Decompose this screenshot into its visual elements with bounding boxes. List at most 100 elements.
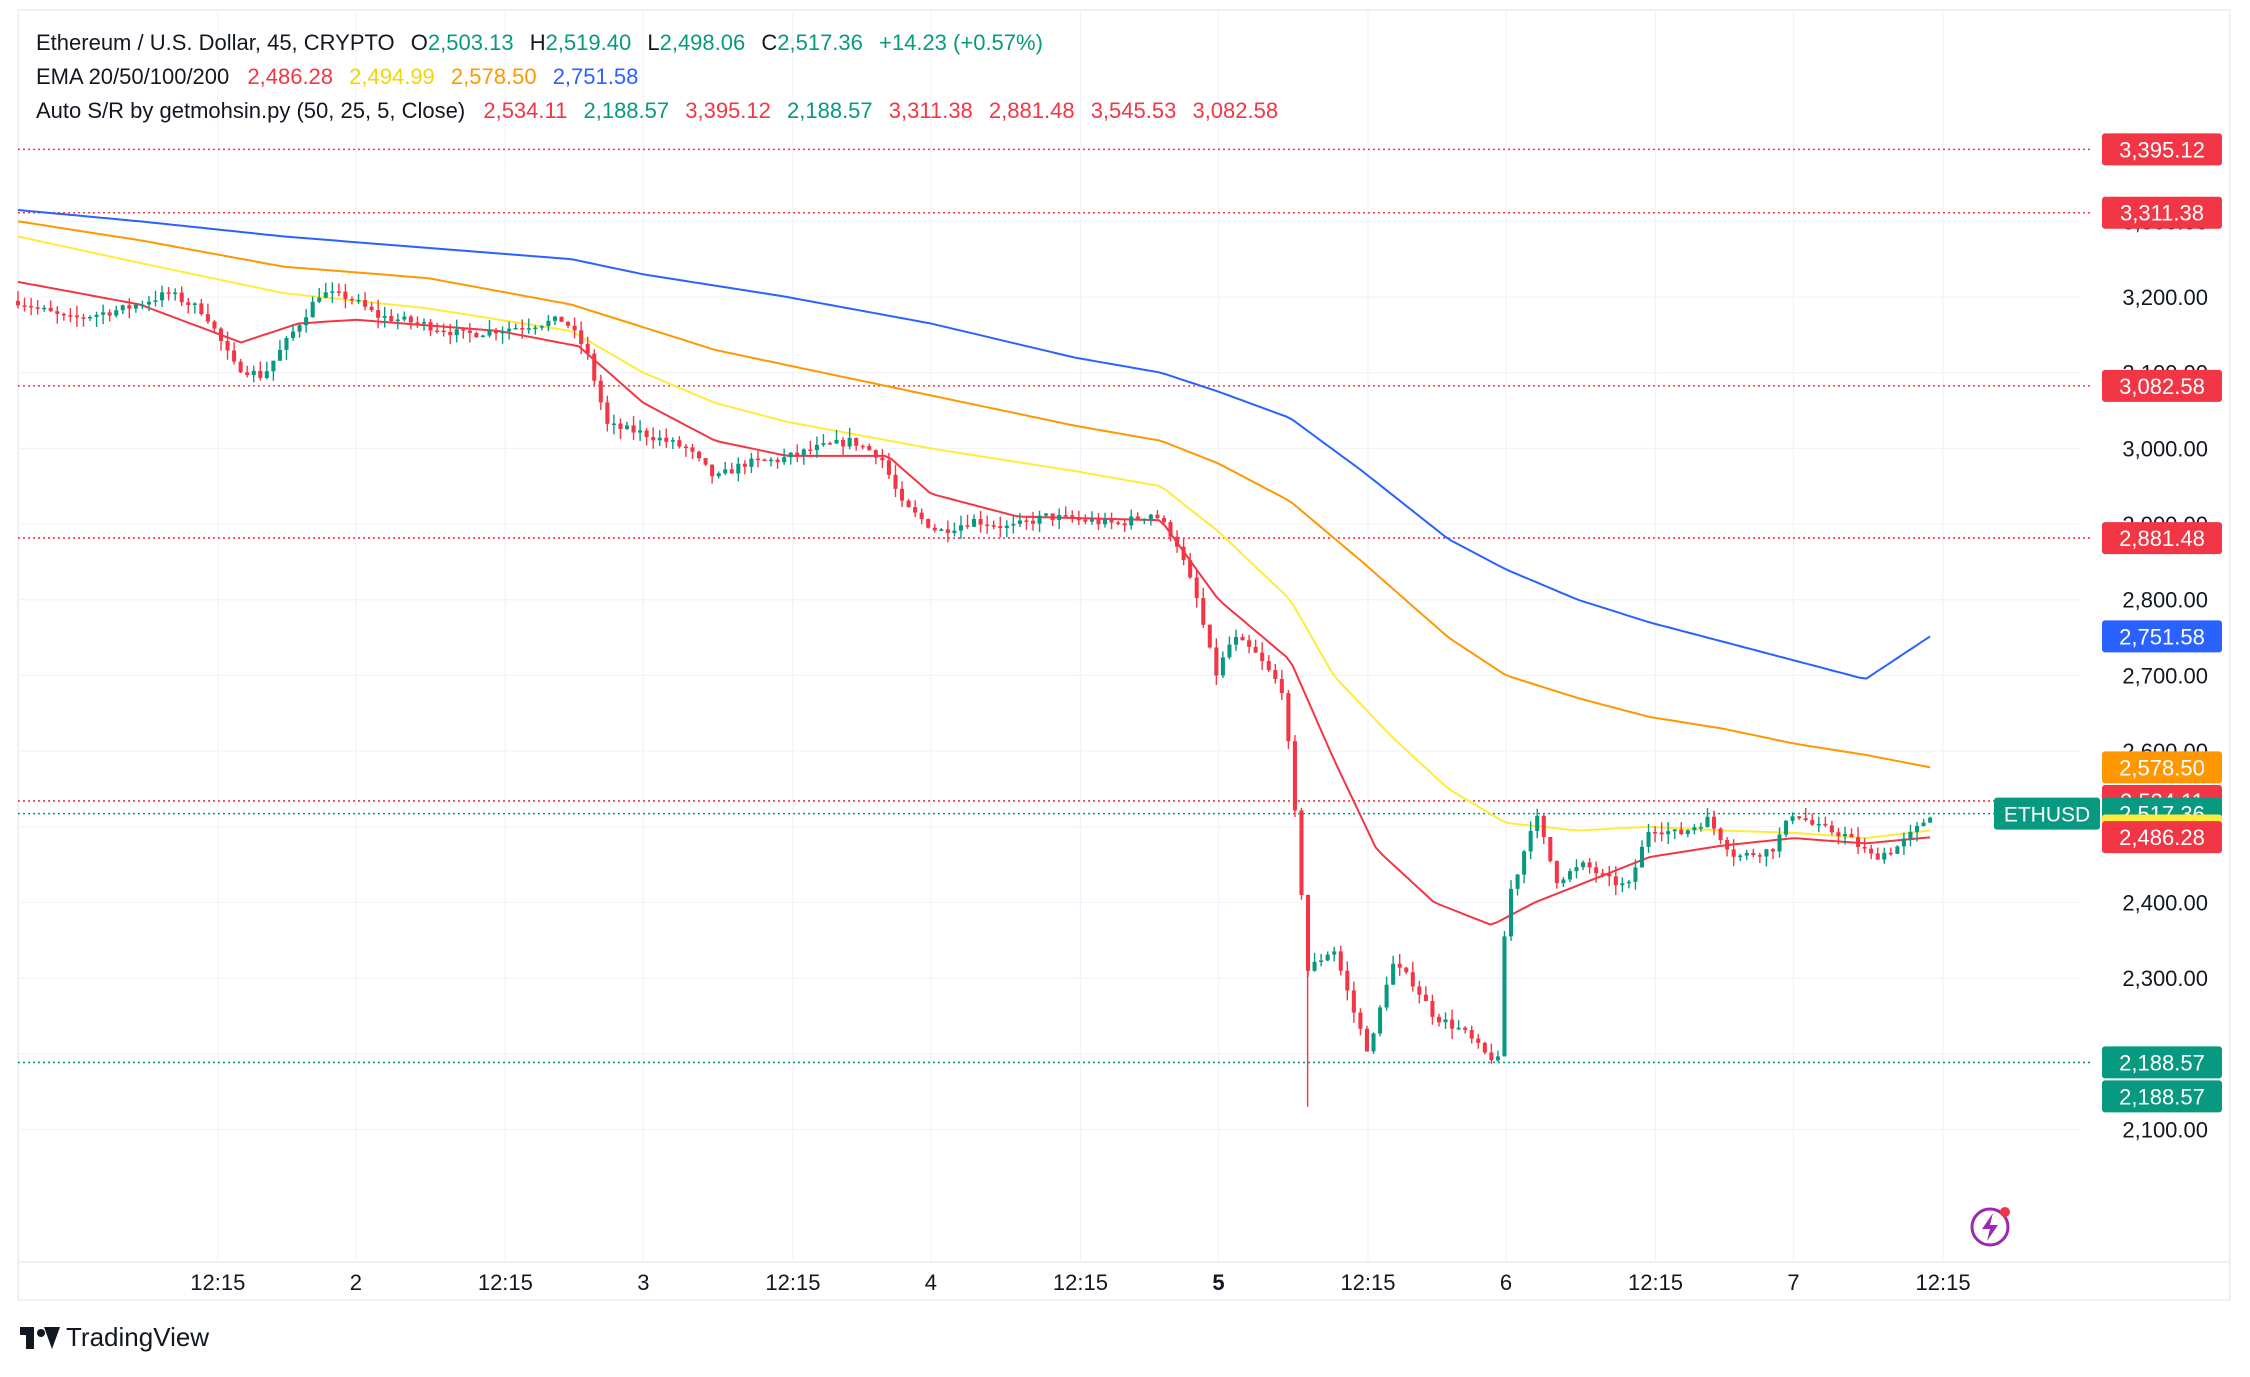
candle-body: [1705, 816, 1710, 827]
candle-body: [729, 469, 734, 474]
candle-body: [1469, 1029, 1474, 1039]
candle-body: [507, 328, 512, 332]
candle-body: [1856, 837, 1861, 847]
candle-body: [454, 329, 459, 336]
candle-body: [762, 459, 767, 462]
candle-body: [1397, 963, 1402, 968]
candle-body: [395, 319, 400, 322]
candle-body: [972, 518, 977, 527]
chart-frame: [17, 9, 2231, 1301]
price-tag: [2102, 751, 2222, 784]
x-tick-label: 12:15: [765, 1270, 820, 1295]
candle-body: [1273, 669, 1278, 679]
candle-body: [1895, 846, 1900, 854]
tradingview-logo-icon: [20, 1326, 60, 1349]
candle-body: [1594, 867, 1599, 874]
candle-body: [304, 317, 309, 326]
candle-body: [310, 301, 315, 318]
candle-body: [1810, 820, 1815, 825]
candle-body: [356, 299, 361, 302]
candle-body: [1404, 967, 1409, 973]
sr-value: 2,188.57: [583, 98, 670, 123]
candle-body: [1574, 867, 1579, 872]
candle-body: [526, 328, 531, 330]
candle-body: [788, 452, 793, 458]
candle-body: [978, 518, 983, 525]
price-tag: [2102, 821, 2222, 854]
candle-body: [1515, 874, 1520, 889]
candle-body: [1489, 1052, 1494, 1061]
price-tag: [2102, 369, 2222, 402]
price-tag-label: 2,578.50: [2119, 755, 2205, 780]
price-tag-label: 2,188.57: [2119, 1084, 2205, 1109]
candle-body: [1286, 693, 1291, 742]
candle-body: [1862, 846, 1867, 849]
candle-body: [212, 321, 217, 329]
candle-body: [1685, 830, 1690, 835]
candle-body: [945, 529, 950, 534]
candle-body: [1410, 972, 1415, 987]
candle-body: [1050, 513, 1055, 520]
candle-body: [592, 353, 597, 381]
candle-body: [1698, 826, 1703, 829]
candle-body: [546, 320, 551, 327]
candle-body: [1613, 876, 1618, 886]
candle-body: [1869, 848, 1874, 854]
price-tag: [2102, 620, 2222, 653]
candle-body: [1017, 520, 1022, 524]
candle-body: [173, 292, 178, 295]
candle-body: [1626, 881, 1631, 884]
candle-body: [926, 519, 931, 528]
candle-body: [415, 322, 420, 324]
candle-body: [480, 335, 485, 338]
candle-body: [1502, 936, 1507, 1057]
candle-body: [952, 530, 957, 534]
candle-body: [42, 307, 47, 310]
candle-body: [1633, 867, 1638, 882]
footer-brand[interactable]: TradingView: [20, 1322, 209, 1353]
x-tick-label: 12:15: [1053, 1270, 1108, 1295]
candle-body: [68, 315, 73, 317]
candle-body: [317, 297, 322, 302]
candle-body: [127, 305, 132, 309]
candle-body: [775, 459, 780, 463]
candle-body: [886, 460, 891, 475]
candle-body: [1757, 855, 1762, 857]
candle-body: [1220, 657, 1225, 676]
candle-body: [1777, 834, 1782, 852]
candle-body: [1116, 522, 1121, 524]
x-tick-label: 2: [350, 1270, 362, 1295]
candle-body: [15, 300, 21, 306]
candle-body: [1882, 852, 1887, 860]
candle-body: [1148, 514, 1153, 519]
candle-body: [343, 291, 348, 299]
candle-body: [782, 457, 787, 463]
candle-body: [644, 430, 649, 438]
candle-body: [1319, 960, 1324, 962]
candle-body: [1102, 518, 1108, 525]
candle-body: [893, 474, 898, 489]
candle-body: [408, 316, 413, 323]
candle-body: [467, 330, 472, 334]
x-tick-label: 12:15: [1340, 1270, 1395, 1295]
candle-body: [690, 447, 695, 452]
candle-body: [821, 443, 826, 445]
candle-body: [1024, 520, 1029, 522]
candle-body: [1816, 823, 1821, 826]
candle-body: [1476, 1038, 1481, 1043]
candle-body: [1364, 1028, 1369, 1052]
candle-body: [696, 451, 702, 459]
candle-body: [448, 331, 453, 336]
candle-body: [611, 423, 616, 426]
candle-body: [225, 340, 230, 351]
candle-body: [88, 316, 93, 319]
candle-body: [1554, 861, 1559, 884]
y-tick-label: 2,800.00: [2122, 588, 2208, 613]
candle-body: [1875, 853, 1880, 860]
candle-body: [1096, 519, 1101, 525]
candle-body: [1718, 828, 1723, 840]
candle-body: [330, 291, 335, 293]
candle-body: [1535, 815, 1540, 832]
candle-body: [1076, 518, 1081, 521]
